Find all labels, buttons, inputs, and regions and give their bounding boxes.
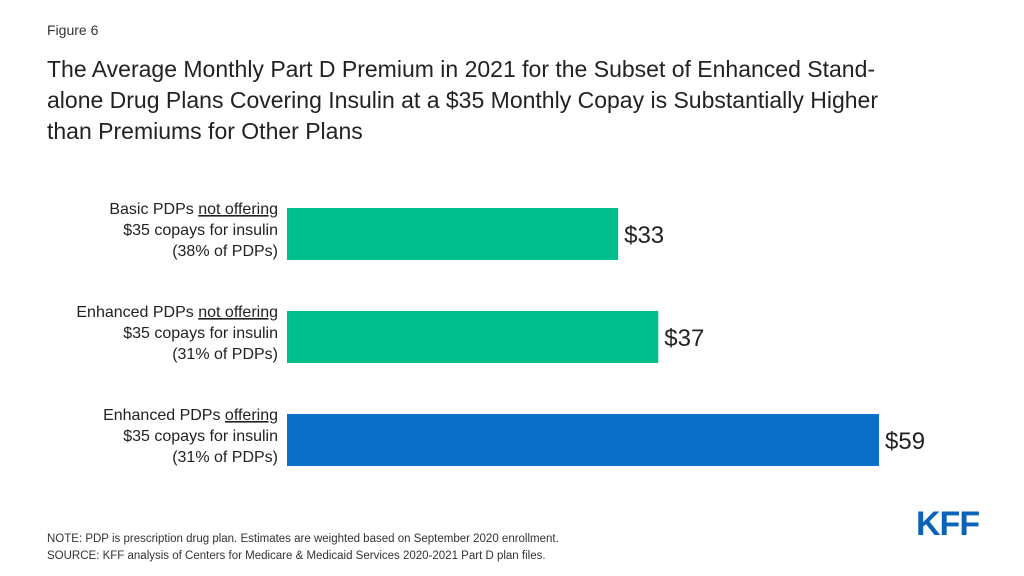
chart-title: The Average Monthly Part D Premium in 20… <box>47 54 997 147</box>
category-label-2-line-3: (31% of PDPs) <box>172 346 278 363</box>
bar-1 <box>287 208 619 260</box>
category-label-3-line-2: $35 copays for insulin <box>123 428 278 445</box>
category-label-2-line-1: Enhanced PDPs not offering <box>76 304 278 321</box>
data-label-1: $33 <box>624 222 664 249</box>
bar-2 <box>287 311 659 363</box>
category-label-1-line-3: (38% of PDPs) <box>172 243 278 260</box>
category-label-1-line-1: Basic PDPs not offering <box>109 201 278 218</box>
footer-source: SOURCE: KFF analysis of Centers for Medi… <box>47 550 546 562</box>
category-label-underlined: not offering <box>198 304 278 321</box>
footer-note: NOTE: PDP is prescription drug plan. Est… <box>47 533 559 545</box>
bar-3 <box>287 414 879 466</box>
figure-label: Figure 6 <box>47 22 99 38</box>
title-line-3: than Premiums for Other Plans <box>47 118 363 144</box>
category-label-prefix: Enhanced PDPs <box>76 304 198 321</box>
kff-logo: KFF <box>916 505 980 543</box>
data-label-2: $37 <box>664 325 704 352</box>
category-label-underlined: not offering <box>198 201 278 218</box>
category-label-underlined: offering <box>225 407 278 424</box>
title-line-1: The Average Monthly Part D Premium in 20… <box>47 56 876 82</box>
category-label-2-line-2: $35 copays for insulin <box>123 325 278 342</box>
category-label-prefix: Enhanced PDPs <box>103 407 225 424</box>
category-label-3-line-1: Enhanced PDPs offering <box>103 407 278 424</box>
footer: NOTE: PDP is prescription drug plan. Est… <box>47 531 559 565</box>
category-label-prefix: Basic PDPs <box>109 201 198 218</box>
data-label-3: $59 <box>885 428 925 455</box>
category-label-1-line-2: $35 copays for insulin <box>123 222 278 239</box>
category-label-3-line-3: (31% of PDPs) <box>172 449 278 466</box>
title-line-2: alone Drug Plans Covering Insulin at a $… <box>47 87 879 113</box>
